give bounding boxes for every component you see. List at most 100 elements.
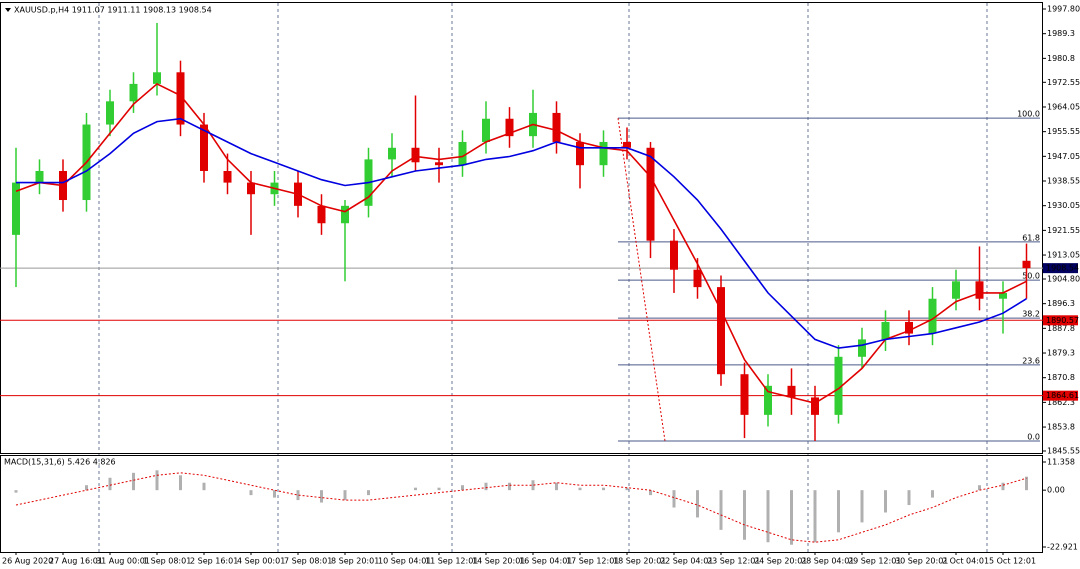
fib-label: 38.2 <box>1022 310 1040 319</box>
candle-body <box>670 240 678 270</box>
x-tick-label: 5 Oct 12:01 <box>989 557 1036 566</box>
candle-body <box>223 170 232 183</box>
candle-body <box>458 141 467 166</box>
x-tick-label: 4 Sep 00:01 <box>237 557 285 566</box>
y-tick-label: 0.00 <box>1047 486 1065 495</box>
y-tick-label: 1921.55 <box>1047 226 1080 235</box>
candle-body <box>599 141 608 166</box>
y-tick-label: 1896.3 <box>1047 299 1075 308</box>
y-tick-label: 11.358 <box>1047 458 1075 467</box>
price-label: 1890.57 <box>1046 316 1079 325</box>
candle-body <box>811 397 819 415</box>
y-tick-label: 1980.8 <box>1047 54 1075 63</box>
y-tick-label: 1870.8 <box>1047 373 1075 382</box>
candle-body <box>576 141 584 166</box>
x-tick-label: 18 Sep 20:01 <box>613 557 666 566</box>
candle-body <box>317 205 326 224</box>
x-tick-label: 24 Sep 20:01 <box>754 557 807 566</box>
candle-body <box>952 281 960 299</box>
candle-body <box>388 147 396 160</box>
candle-body <box>717 287 725 375</box>
x-tick-label: 29 Sep 12:01 <box>848 557 901 566</box>
fib-label: 100.0 <box>1017 110 1040 119</box>
candle-body <box>881 321 890 340</box>
candle-body <box>129 83 138 102</box>
x-tick-label: 31 Aug 00:01 <box>96 557 150 566</box>
moving-average <box>16 117 1027 349</box>
y-tick-label: 1879.3 <box>1047 349 1075 358</box>
candle-body <box>411 147 420 163</box>
y-tick-label: 1989.3 <box>1047 29 1075 38</box>
x-tick-label: 17 Sep 12:01 <box>566 557 619 566</box>
main-frame <box>0 2 1043 454</box>
moving-average <box>15 82 1027 405</box>
candle-body <box>646 147 655 241</box>
x-tick-label: 10 Sep 04:01 <box>378 557 431 566</box>
x-tick-label: 26 Aug 2020 <box>2 557 53 566</box>
macd-title: MACD(15,31,6) 5.426 4.826 <box>4 458 116 467</box>
y-tick-label: 1887.8 <box>1047 324 1075 333</box>
y-tick-label: 1947.05 <box>1047 152 1080 161</box>
candle-body <box>12 182 20 235</box>
price-label-box <box>1043 315 1078 326</box>
x-tick-label: 2 Oct 04:01 <box>942 557 989 566</box>
fib-label: 23.6 <box>1022 356 1040 365</box>
period-separators <box>98 3 988 552</box>
y-tick-label: -22.921 <box>1047 543 1078 552</box>
x-tick-label: 14 Sep 20:01 <box>472 557 525 566</box>
y-tick-label: 1913.05 <box>1047 251 1080 260</box>
candle-body <box>247 182 255 195</box>
x-tick-label: 27 Aug 16:01 <box>49 557 103 566</box>
candle-body <box>341 205 349 224</box>
candle-body <box>482 118 490 142</box>
y-tick-label: 1845.55 <box>1047 447 1080 456</box>
candle-body <box>693 269 702 288</box>
x-tick-label: 1 Sep 08:01 <box>143 557 191 566</box>
candle-body <box>975 281 984 299</box>
candle-body <box>153 72 161 84</box>
candle-body <box>35 170 44 183</box>
price-label: 1864.61 <box>1046 391 1079 400</box>
y-tick-label: 1972.55 <box>1047 78 1080 87</box>
x-tick-label: 16 Sep 04:01 <box>519 557 572 566</box>
candle-body <box>552 112 561 142</box>
candle-body <box>623 141 631 148</box>
candle-body <box>858 339 866 357</box>
y-tick-label: 1955.55 <box>1047 127 1080 136</box>
candle-body <box>740 374 749 415</box>
candle-body <box>200 124 208 171</box>
price-label: 1908.54 <box>1046 264 1079 273</box>
y-tick-label: 1862.3 <box>1047 398 1075 407</box>
y-tick-label: 1904.80 <box>1047 274 1080 283</box>
x-tick-label: 28 Sep 04:01 <box>801 557 854 566</box>
chart-title: XAUUSD.p,H4 1911.07 1911.11 1908.13 1908… <box>14 6 212 15</box>
x-tick-label: 23 Sep 12:01 <box>707 557 760 566</box>
candle-body <box>928 298 937 334</box>
candle-body <box>999 292 1007 299</box>
y-tick-label: 1930.05 <box>1047 201 1080 210</box>
menu-arrow[interactable] <box>5 8 11 12</box>
candle-body <box>834 356 843 415</box>
x-tick-label: 22 Sep 04:01 <box>660 557 713 566</box>
x-tick-label: 30 Sep 20:01 <box>895 557 948 566</box>
fib-label: 50.0 <box>1022 272 1040 281</box>
candle-body <box>1022 260 1031 269</box>
fib-label: 0.0 <box>1027 432 1040 441</box>
candle-body <box>176 72 185 125</box>
candle-body <box>764 385 772 415</box>
candle-body <box>505 118 514 137</box>
x-tick-label: 11 Sep 12:01 <box>425 557 478 566</box>
y-tick-label: 1853.8 <box>1047 423 1075 432</box>
candle-body <box>106 101 114 125</box>
y-tick-label: 1938.55 <box>1047 177 1080 186</box>
candle-body <box>905 321 913 334</box>
x-tick-label: 8 Sep 20:01 <box>331 557 379 566</box>
x-tick-label: 7 Sep 08:01 <box>284 557 332 566</box>
macd-frame <box>0 455 1043 553</box>
price-label-box <box>1043 263 1078 274</box>
y-tick-label: 1964.05 <box>1047 102 1080 111</box>
fib-label: 61.8 <box>1022 233 1040 242</box>
candle-body <box>787 385 796 398</box>
